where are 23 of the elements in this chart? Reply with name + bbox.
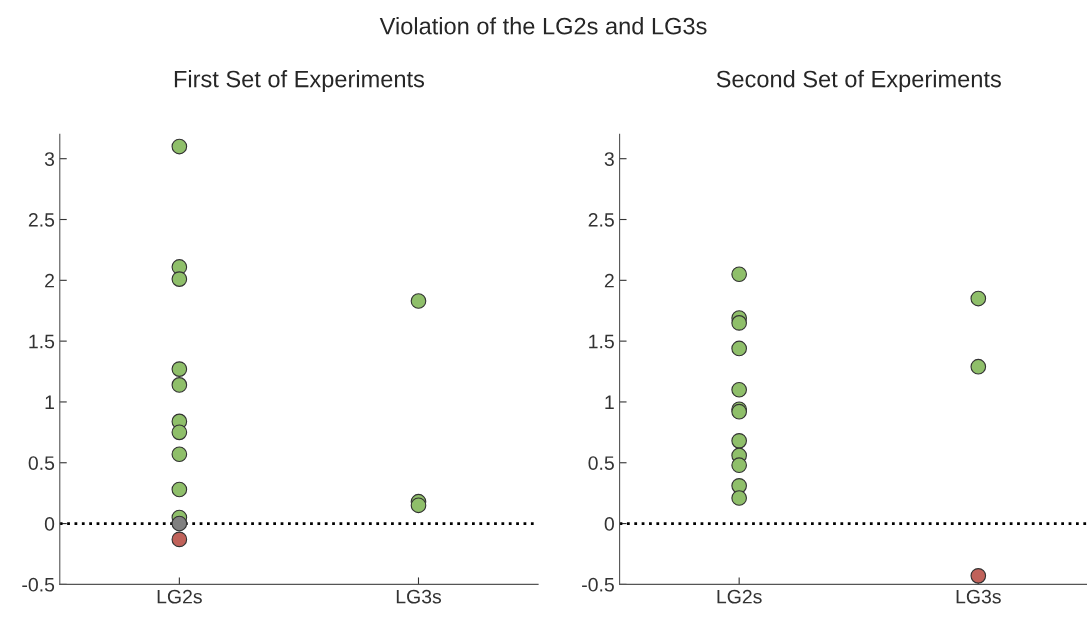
y-tick-label: -0.5	[22, 577, 55, 592]
x-tick-label: LG2s	[157, 589, 202, 604]
y-tick-label: 0	[604, 517, 614, 531]
y-tick-label: 1.5	[589, 334, 614, 349]
chart-title: Second Set of Experiments	[716, 70, 1001, 93]
y-tick-label: 2	[604, 273, 614, 288]
y-tick-label: 1	[45, 395, 54, 409]
y-tick-label: 2	[45, 273, 54, 288]
x-tick-label: LG3s	[956, 589, 1001, 604]
x-tick-label: LG3s	[396, 589, 442, 604]
text: Violation of the LG2s and LG3s	[379, 17, 707, 35]
y-tick-label: 3	[44, 152, 55, 166]
x-tick-label: LG2s	[717, 589, 762, 604]
y-tick-label: 2.5	[28, 212, 55, 227]
y-tick-label: 0.5	[28, 456, 55, 470]
chart-title: First Set of Experiments	[174, 70, 425, 93]
y-tick-label: 1.5	[29, 334, 55, 349]
y-tick-label: -0.5	[582, 577, 614, 592]
y-tick-label: 3	[604, 152, 614, 166]
y-tick-label: 0.5	[588, 456, 614, 470]
y-tick-label: 0	[44, 517, 55, 531]
y-tick-label: 2.5	[588, 212, 614, 227]
y-tick-label: 1	[605, 395, 614, 409]
